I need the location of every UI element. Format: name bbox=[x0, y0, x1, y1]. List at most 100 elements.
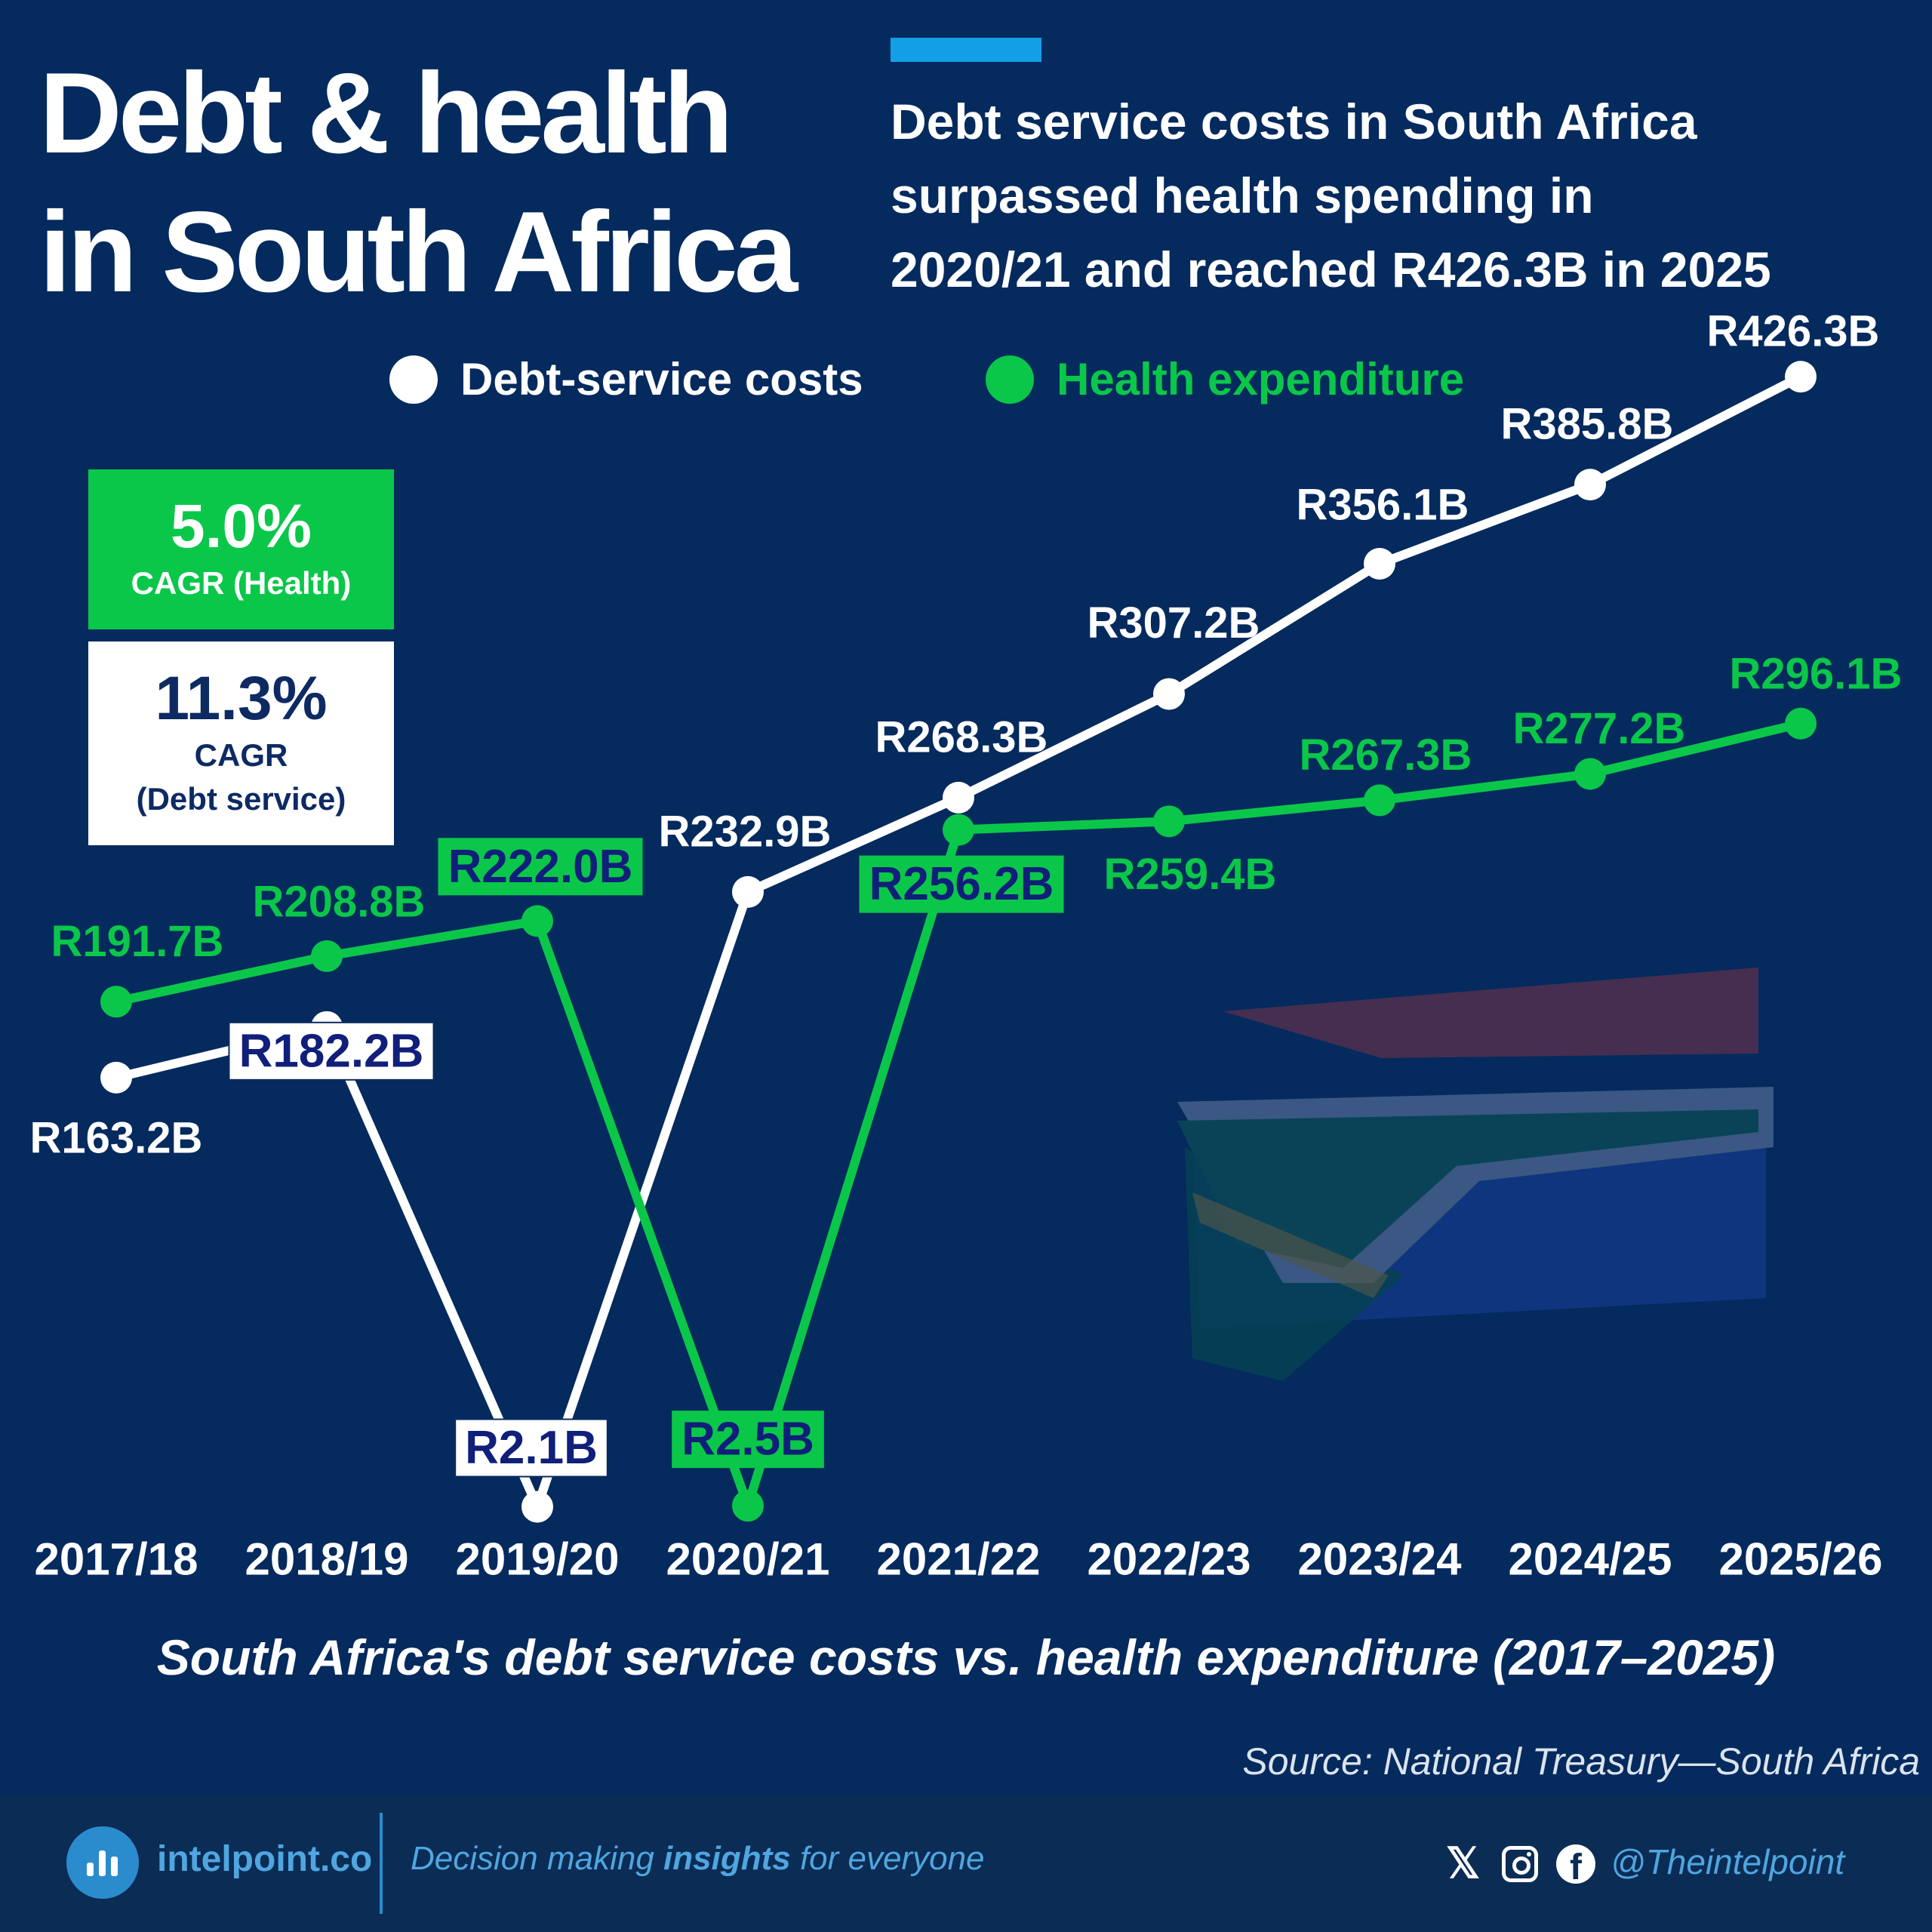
debt-line bbox=[112, 372, 1805, 1512]
health-label-2022/23: R259.4B bbox=[1104, 850, 1277, 899]
cagr-health-box: 5.0% CAGR (Health) bbox=[88, 469, 394, 629]
x-tick-label-2021/22: 2021/22 bbox=[877, 1534, 1041, 1585]
debt-label-2018/19: R182.2B bbox=[239, 1025, 424, 1077]
debt-label-2022/23: R307.2B bbox=[1088, 598, 1260, 648]
tagline-bold: insights bbox=[663, 1840, 791, 1877]
health-series bbox=[100, 707, 1817, 1522]
x-icon[interactable]: 𝕏 bbox=[1446, 1839, 1481, 1887]
debt-label-box-2019/20 bbox=[454, 1418, 608, 1478]
accent-bar bbox=[891, 38, 1041, 62]
debt-point-2020/21 bbox=[732, 875, 764, 908]
debt-label-group-2023/24: R356.1B bbox=[1297, 480, 1469, 529]
tagline-pre: Decision making bbox=[411, 1840, 664, 1877]
legend-dot-health-icon bbox=[986, 355, 1034, 404]
health-point-2018/19 bbox=[311, 940, 343, 972]
health-label-2021/22: R256.2B bbox=[869, 858, 1054, 910]
debt-point-2021/22 bbox=[943, 781, 974, 814]
health-label-box-2020/21 bbox=[672, 1411, 824, 1469]
debt-point-2023/24 bbox=[1364, 547, 1395, 580]
x-tick-label-2023/24: 2023/24 bbox=[1298, 1534, 1463, 1585]
debt-label-group-2022/23: R307.2B bbox=[1088, 598, 1260, 648]
legend-label-debt: Debt-service costs bbox=[460, 354, 863, 405]
tagline-post: for everyone bbox=[790, 1840, 985, 1877]
data-labels: R163.2B R182.2B R2.1B R232.9B R268.3B R307.2B… bbox=[30, 307, 1903, 1478]
health-point-2025/26 bbox=[1785, 707, 1817, 740]
health-label-box-2021/22 bbox=[859, 855, 1064, 913]
debt-label-box-2018/19 bbox=[228, 1021, 435, 1081]
health-label-group-2018/19: R208.8B bbox=[253, 877, 426, 926]
health-label-2025/26: R296.1B bbox=[1730, 649, 1903, 698]
health-label-box-2019/20 bbox=[438, 838, 643, 896]
footer-bar: intelpoint.co Decision making insights f… bbox=[0, 1795, 1932, 1932]
cagr-debt-label-line-1: CAGR bbox=[194, 737, 288, 773]
debt-label-2017/18: R163.2B bbox=[30, 1113, 203, 1162]
brand-logo-icon bbox=[66, 1826, 139, 1899]
debt-label-group-2025/26: R426.3B bbox=[1707, 307, 1880, 356]
health-label-group-2025/26: R296.1B bbox=[1730, 649, 1903, 698]
tagline: Decision making insights for everyone bbox=[411, 1840, 985, 1878]
debt-label-group-2024/25: R385.8B bbox=[1501, 400, 1674, 449]
debt-label-2019/20: R2.1B bbox=[465, 1422, 598, 1474]
debt-label-2024/25: R385.8B bbox=[1501, 400, 1674, 449]
cagr-debt-box: 11.3% CAGR (Debt service) bbox=[88, 641, 394, 845]
health-label-group-2023/24: R267.3B bbox=[1300, 731, 1472, 780]
x-tick-label-2017/18: 2017/18 bbox=[35, 1534, 198, 1585]
health-point-2017/18 bbox=[100, 986, 132, 1018]
health-point-2019/20 bbox=[521, 905, 553, 937]
chart-caption: South Africa's debt service costs vs. he… bbox=[156, 1629, 1776, 1685]
legend-item-debt: Debt-service costs bbox=[389, 353, 863, 405]
health-label-group-2022/23: R259.4B bbox=[1104, 850, 1277, 899]
debt-point-2025/26 bbox=[1785, 361, 1817, 393]
cagr-debt-value: 11.3% bbox=[155, 664, 328, 733]
cagr-debt-label-line-2: (Debt service) bbox=[136, 781, 346, 817]
x-tick-label-2018/19: 2018/19 bbox=[245, 1534, 409, 1585]
source-note: Source: National Treasury—South Africa bbox=[1242, 1740, 1920, 1783]
legend-item-health: Health expenditure bbox=[986, 353, 1464, 405]
debt-point-2022/23 bbox=[1153, 678, 1185, 710]
debt-label-2023/24: R356.1B bbox=[1297, 480, 1469, 529]
health-point-2022/23 bbox=[1153, 805, 1185, 838]
x-tick-label-2020/21: 2020/21 bbox=[666, 1534, 830, 1585]
x-tick-label-2022/23: 2022/23 bbox=[1088, 1534, 1251, 1585]
x-tick-label-2019/20: 2019/20 bbox=[456, 1534, 620, 1585]
health-point-2023/24 bbox=[1364, 784, 1395, 817]
page-title: Debt & health in South Africa bbox=[39, 44, 798, 321]
health-label-2018/19: R208.8B bbox=[253, 877, 426, 926]
legend-label-health: Health expenditure bbox=[1057, 354, 1465, 405]
debt-label-group-2017/18: R163.2B bbox=[30, 1113, 203, 1162]
debt-point-2017/18 bbox=[100, 1061, 132, 1094]
facebook-icon[interactable]: f bbox=[1556, 1844, 1595, 1884]
debt-label-2021/22: R268.3B bbox=[875, 712, 1048, 761]
health-label-2020/21: R2.5B bbox=[681, 1414, 814, 1466]
health-label-2017/18: R191.7B bbox=[51, 917, 224, 966]
title-line-1: Debt & health bbox=[39, 49, 734, 177]
subtitle-line-2: surpassed health spending in bbox=[891, 168, 1594, 223]
health-point-2021/22 bbox=[943, 814, 974, 846]
debt-series bbox=[100, 361, 1817, 1523]
health-label-group-2024/25: R277.2B bbox=[1513, 704, 1686, 753]
footer-divider bbox=[380, 1813, 383, 1914]
health-label-group-2020/21: R2.5B bbox=[672, 1411, 824, 1469]
debt-label-2025/26: R426.3B bbox=[1707, 307, 1880, 356]
line-chart: R163.2B R182.2B R2.1B R232.9B R268.3B R307.2B… bbox=[30, 307, 1903, 1585]
debt-label-2020/21: R232.9B bbox=[659, 807, 832, 856]
health-point-2024/25 bbox=[1574, 758, 1606, 790]
health-label-2024/25: R277.2B bbox=[1513, 704, 1686, 753]
cagr-health-value: 5.0% bbox=[171, 492, 312, 561]
debt-label-group-2021/22: R268.3B bbox=[875, 712, 1048, 761]
south-africa-flag-watermark bbox=[1177, 968, 1774, 1381]
debt-point-2024/25 bbox=[1574, 469, 1606, 501]
health-point-2020/21 bbox=[732, 1490, 764, 1522]
health-label-group-2017/18: R191.7B bbox=[51, 917, 224, 966]
debt-label-group-2018/19: R182.2B bbox=[228, 1021, 435, 1081]
brand-name: intelpoint.co bbox=[157, 1839, 373, 1879]
instagram-icon[interactable] bbox=[1502, 1846, 1538, 1882]
health-label-group-2021/22: R256.2B bbox=[859, 855, 1064, 913]
x-tick-label-2024/25: 2024/25 bbox=[1509, 1534, 1672, 1585]
debt-point-2019/20 bbox=[521, 1491, 553, 1523]
subtitle-line-1: Debt service costs in South Africa bbox=[891, 94, 1697, 149]
health-label-2023/24: R267.3B bbox=[1300, 731, 1472, 780]
subtitle-line-3: 2020/21 and reached R426.3B in 2025 bbox=[891, 242, 1771, 297]
social-handle[interactable]: @Theintelpoint bbox=[1611, 1842, 1845, 1881]
